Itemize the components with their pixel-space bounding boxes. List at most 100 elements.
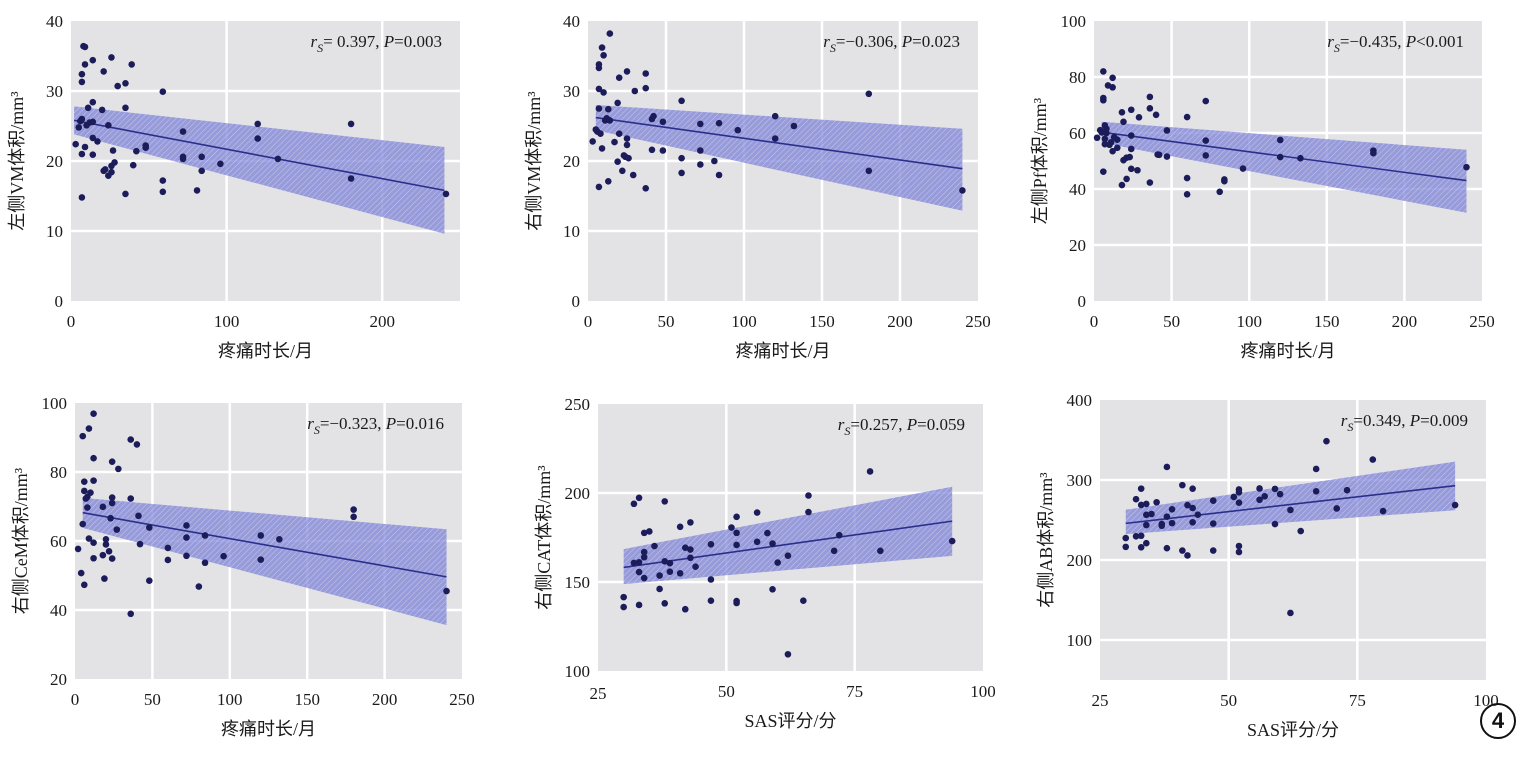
data-point (753, 509, 761, 516)
data-point (1343, 486, 1351, 494)
x-tick-label: 50 (1220, 691, 1237, 710)
data-point (1100, 96, 1107, 104)
y-tick-label: 200 (565, 484, 591, 503)
x-tick-label: 150 (1314, 312, 1340, 331)
data-point (656, 585, 663, 593)
data-point (595, 105, 603, 112)
data-point (79, 520, 87, 528)
data-point (625, 154, 632, 162)
data-point (620, 603, 627, 611)
data-point (127, 495, 135, 502)
x-tick-label: 25 (1092, 691, 1109, 710)
data-point (733, 513, 740, 521)
y-tick-label: 100 (1061, 12, 1087, 31)
data-point (1235, 542, 1243, 550)
data-point (107, 514, 114, 522)
data-point (1101, 135, 1109, 143)
y-tick-label: 80 (50, 463, 67, 482)
plot-background (1100, 400, 1486, 680)
data-point (728, 524, 735, 531)
annotation-subscript: S (844, 424, 850, 438)
data-point (1184, 552, 1191, 559)
y-axis-title: 右侧AB体积/mm³ (1036, 472, 1056, 608)
annotation-r: r (838, 415, 845, 434)
data-point (179, 155, 187, 163)
x-tick-label: 25 (590, 684, 607, 703)
data-point (733, 599, 740, 607)
annotation-r-value: =−0.435, (1340, 32, 1406, 51)
data-point (1168, 519, 1176, 527)
data-point (1179, 547, 1186, 554)
data-point (784, 650, 792, 658)
data-point (606, 117, 614, 124)
x-axis-title: 疼痛时长/月 (221, 719, 316, 739)
data-point (604, 178, 612, 185)
data-point (89, 118, 97, 126)
data-point (89, 56, 97, 64)
data-point (1194, 511, 1202, 519)
y-tick-label: 400 (1067, 391, 1093, 410)
data-point (635, 601, 643, 609)
data-point (159, 177, 167, 184)
data-point (85, 535, 93, 542)
x-tick-label: 150 (809, 312, 835, 331)
data-point (678, 154, 685, 162)
data-point (274, 155, 282, 163)
data-point (220, 552, 227, 560)
data-point (1276, 136, 1284, 144)
x-tick-label: 50 (144, 690, 161, 709)
data-point (78, 115, 86, 123)
data-point (201, 559, 209, 567)
data-point (99, 503, 107, 511)
data-point (1183, 113, 1191, 121)
data-point (635, 494, 643, 502)
data-point (1127, 106, 1135, 114)
data-point (1235, 548, 1243, 556)
data-point (676, 523, 684, 531)
correlation-annotation: rS= 0.397, P=0.003 (311, 32, 442, 55)
annotation-p-value: =0.009 (1420, 411, 1468, 430)
data-point (1184, 501, 1191, 509)
data-point (631, 87, 639, 95)
annotation-r-value: =−0.306, (836, 32, 902, 51)
data-point (830, 547, 838, 555)
data-point (600, 52, 607, 59)
data-point (769, 540, 776, 547)
data-point (254, 120, 262, 128)
data-point (1137, 543, 1145, 551)
data-point (1137, 485, 1145, 492)
data-point (257, 532, 265, 539)
data-point (78, 78, 86, 86)
data-point (164, 544, 172, 552)
data-point (734, 126, 742, 134)
x-axis-title: 疼痛时长/月 (1240, 341, 1335, 361)
data-point (733, 541, 740, 549)
data-point (676, 569, 684, 577)
data-point (1369, 456, 1377, 463)
data-point (198, 167, 206, 175)
annotation-r: r (1327, 32, 1334, 51)
annotation-r-value: =0.257, (850, 415, 906, 434)
data-point (733, 529, 740, 537)
data-point (769, 585, 776, 593)
x-tick-label: 75 (846, 682, 863, 701)
data-point (1109, 84, 1116, 91)
data-point (146, 577, 153, 584)
data-point (84, 104, 92, 112)
data-point (1256, 485, 1263, 492)
data-point (640, 529, 648, 537)
data-point (604, 105, 612, 113)
data-point (764, 529, 771, 537)
data-point (90, 539, 97, 547)
annotation-subscript: S (1334, 41, 1340, 55)
y-axis-title: 右侧VM体积/mm³ (524, 91, 544, 231)
data-point (1127, 165, 1135, 173)
data-point (183, 552, 190, 560)
data-point (350, 506, 357, 513)
y-axis-title: 右侧CAT体积/mm³ (534, 465, 554, 610)
data-point (642, 185, 650, 192)
data-point (666, 568, 674, 575)
y-axis-title: 左侧Pf体积/mm³ (1030, 97, 1050, 224)
annotation-p-value: =0.059 (917, 415, 965, 434)
data-point (1333, 505, 1341, 512)
